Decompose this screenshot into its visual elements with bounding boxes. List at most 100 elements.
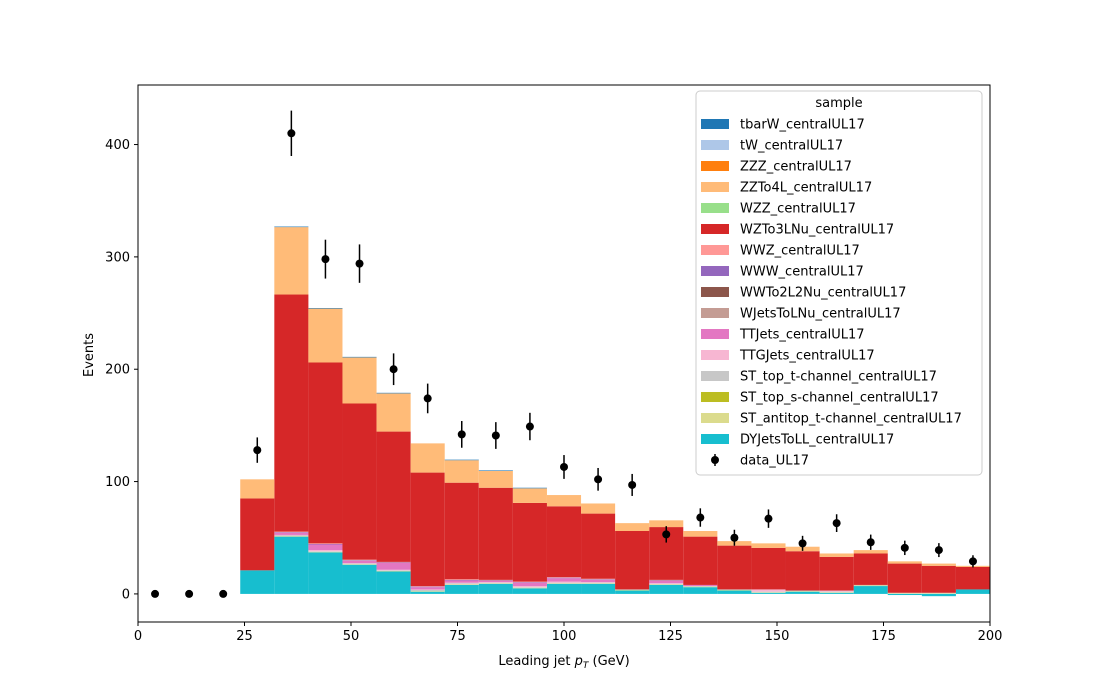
legend-swatch xyxy=(701,140,729,150)
bar-segment xyxy=(717,589,752,591)
legend: sample tbarW_centralUL17 tW_centralUL17 ZZ… xyxy=(695,90,983,476)
legend-frame xyxy=(695,90,983,476)
legend-swatch xyxy=(701,371,729,381)
bar-segment xyxy=(887,561,922,564)
bar-segment xyxy=(444,579,479,581)
bar-segment xyxy=(615,589,650,590)
data-point xyxy=(491,431,500,440)
bar-segment xyxy=(853,553,888,585)
bar-segment xyxy=(308,550,343,552)
bar-segment xyxy=(342,563,377,565)
bar-segment xyxy=(308,552,343,594)
axes: 0 25 50 75 100 125 150 175 200 0 100 200 300 400 xyxy=(105,84,1003,644)
bar-segment xyxy=(546,583,582,584)
x-tick-label: 200 xyxy=(978,629,1003,644)
bar-segment xyxy=(308,543,343,544)
bar-segment xyxy=(819,556,854,591)
bar-segment xyxy=(785,591,820,592)
bar-segment xyxy=(376,393,411,432)
bar-segment xyxy=(308,551,343,552)
bar-segment xyxy=(581,582,616,584)
legend-entry-label: ZZZ_centralUL17 xyxy=(740,160,852,175)
data-point xyxy=(525,422,534,431)
bar-segment xyxy=(410,587,445,590)
legend-swatch xyxy=(701,182,729,192)
bar-segment xyxy=(274,531,309,533)
bar-segment xyxy=(444,582,479,584)
data-point xyxy=(389,365,398,374)
legend-swatch xyxy=(701,161,729,171)
data-point xyxy=(934,546,943,555)
bar-segment xyxy=(478,580,513,581)
x-tick-label: 150 xyxy=(765,629,790,644)
bar-segment xyxy=(751,547,786,590)
bar-segment xyxy=(751,543,786,548)
bar-segment xyxy=(785,590,820,592)
bar-segment xyxy=(853,550,888,554)
bar-segment xyxy=(887,593,922,594)
y-tick-label: 100 xyxy=(105,475,130,490)
bar-segment xyxy=(274,227,309,295)
bar-segment xyxy=(342,356,377,358)
bar-segment xyxy=(717,590,752,594)
x-tick-label: 175 xyxy=(871,629,896,644)
data-point xyxy=(253,446,262,455)
bar-segment xyxy=(308,362,343,544)
bar-segment xyxy=(444,482,479,580)
bar-segment xyxy=(376,392,411,394)
bar-segment xyxy=(546,581,582,583)
legend-entry-label: ST_top_t-channel_centralUL17 xyxy=(740,370,937,385)
bar-segment xyxy=(649,579,684,581)
bar-segment xyxy=(717,589,752,590)
bar-segment xyxy=(717,545,752,590)
bar-segment xyxy=(308,551,343,553)
y-axis-title: Events xyxy=(82,333,97,377)
x-axis-title-sub: T xyxy=(583,661,590,671)
bar-segment xyxy=(410,589,445,590)
bar-segment xyxy=(615,531,650,590)
legend-entry-label: ST_top_s-channel_centralUL17 xyxy=(740,391,939,406)
bar-segment xyxy=(683,587,718,594)
data-point xyxy=(355,259,364,268)
legend-swatch xyxy=(701,203,729,213)
y-tick-label: 0 xyxy=(122,587,130,602)
bar-segment xyxy=(308,543,343,545)
bar-segment xyxy=(955,589,990,594)
data-point xyxy=(287,129,296,138)
legend-entry-label: WWZ_centralUL17 xyxy=(740,244,860,259)
legend-swatch xyxy=(701,224,729,234)
bar-segment xyxy=(444,584,479,585)
bar-segment xyxy=(376,569,411,571)
plot-area xyxy=(151,110,990,598)
bar-segment xyxy=(444,583,479,585)
bar-segment xyxy=(546,577,582,578)
x-tick-label: 25 xyxy=(236,629,253,644)
data-point xyxy=(560,462,568,471)
legend-data-marker xyxy=(711,456,719,464)
bar-segment xyxy=(342,560,377,561)
bar-segment xyxy=(240,570,275,594)
bar-segment xyxy=(274,294,309,532)
bar-segment xyxy=(546,583,582,594)
bar-segment xyxy=(955,566,990,590)
bar-segment xyxy=(853,586,888,594)
legend-title: sample xyxy=(815,96,862,111)
bar-segment xyxy=(649,583,684,584)
bar-segment xyxy=(546,495,582,507)
y-tick-label: 300 xyxy=(105,250,130,265)
bar-segment xyxy=(649,580,684,581)
bar-segment xyxy=(581,578,616,580)
bar-segment xyxy=(376,571,411,594)
bar-segment xyxy=(853,584,888,586)
x-tick-label: 75 xyxy=(449,629,466,644)
bar-segment xyxy=(308,308,343,309)
legend-swatch xyxy=(701,413,729,423)
y-tick-label: 200 xyxy=(105,363,130,378)
bar-segment xyxy=(581,582,616,583)
bar-segment xyxy=(649,520,684,528)
bar-segment xyxy=(819,592,854,594)
bar-segment xyxy=(785,591,820,594)
data-point xyxy=(628,480,637,489)
bar-segment xyxy=(512,582,547,583)
legend-entry-label: WJetsToLNu_centralUL17 xyxy=(740,307,901,322)
